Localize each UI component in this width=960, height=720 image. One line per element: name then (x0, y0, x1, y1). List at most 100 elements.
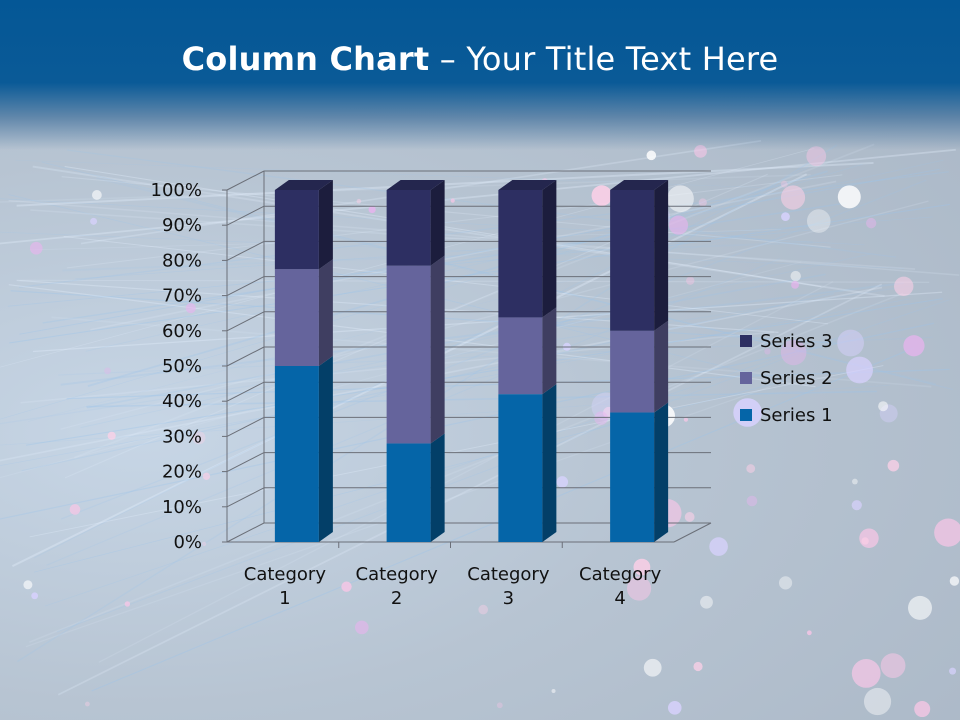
bokeh-dot (107, 431, 116, 440)
legend-swatch (740, 372, 752, 384)
bokeh-dot (894, 276, 914, 297)
legend: Series 3 Series 2 Series 1 (740, 331, 833, 426)
y-tick-labels: 0% 10% 20% 30% 40% 50% 60% 70% 80% 90% 100% (151, 180, 227, 553)
bokeh-dot (861, 537, 869, 545)
bokeh-dot (69, 504, 81, 515)
bar-top (610, 180, 669, 190)
bar-side (318, 180, 333, 270)
streak (9, 203, 950, 344)
x-tick-label-line: Category (579, 564, 662, 585)
legend-label: Series 1 (760, 405, 833, 426)
legend-label: Series 2 (760, 368, 833, 389)
bar-segment (498, 307, 557, 395)
bokeh-dot (104, 367, 111, 375)
bar-segment (274, 180, 333, 270)
x-tick-label-line: Category (356, 564, 439, 585)
bar-front (610, 330, 655, 413)
bar-side (430, 433, 445, 542)
bar-side (430, 180, 445, 266)
bokeh-dot (908, 595, 933, 620)
bokeh-dot (667, 185, 694, 213)
streak (16, 161, 874, 207)
x-tick-label-line: 3 (503, 588, 514, 609)
bar-segment (610, 180, 669, 331)
floor-edge (673, 522, 712, 543)
streak (0, 322, 935, 520)
streak (8, 199, 960, 276)
bar-top (274, 180, 333, 190)
y-tick-label: 60% (162, 321, 202, 342)
streak (41, 161, 954, 390)
x-tick-label-line: 1 (279, 588, 290, 609)
bar-segment (610, 402, 669, 542)
bar-front (274, 366, 319, 542)
bokeh-dot (643, 658, 662, 677)
bar-segment (386, 433, 445, 542)
bar-front (274, 269, 319, 366)
gridline-side (226, 346, 265, 367)
gridline-side (226, 452, 265, 473)
x-tick-label-line: 2 (391, 588, 402, 609)
bokeh-dot (124, 601, 131, 607)
y-tick-label: 40% (162, 391, 202, 412)
streak (32, 291, 943, 353)
y-tick-label: 50% (162, 356, 202, 377)
bar-side (654, 402, 669, 542)
title-bold: Column Chart (181, 40, 430, 78)
bokeh-dot (764, 348, 771, 355)
gridline-side (226, 381, 265, 402)
bar-top (386, 180, 445, 190)
streak (61, 176, 831, 248)
bokeh-dot (341, 581, 352, 592)
streak (60, 200, 929, 430)
bar-top (498, 180, 557, 190)
y-tick-label: 70% (162, 286, 202, 307)
x-tick-label-line: 4 (614, 588, 625, 609)
bar-front (498, 394, 543, 542)
streak (98, 281, 834, 663)
bokeh-dot (698, 198, 707, 207)
bokeh-dot (806, 630, 812, 636)
streak (30, 209, 916, 270)
bar-side (654, 320, 669, 413)
bokeh-dot (846, 356, 873, 384)
bokeh-dot (851, 500, 862, 511)
streak (60, 282, 904, 386)
bar-front (386, 265, 431, 444)
bokeh-dot (496, 702, 503, 709)
streak (29, 292, 904, 643)
legend-item: Series 2 (740, 368, 833, 389)
streak (80, 253, 870, 429)
streak (0, 298, 910, 467)
x-tick-label: Category 2 (356, 564, 439, 609)
streak (66, 174, 843, 269)
legend-swatch (740, 335, 752, 347)
bokeh-dot (780, 339, 807, 366)
bokeh-dot (202, 541, 207, 546)
streak (19, 279, 930, 283)
gridline-side (226, 487, 265, 508)
legend-item: Series 1 (740, 405, 833, 426)
bar-segment (274, 356, 333, 542)
bokeh-dot (865, 217, 877, 229)
bokeh-dot (90, 217, 98, 225)
x-tick-label-line: Category (244, 564, 327, 585)
streak (74, 143, 875, 459)
bokeh-dot (700, 595, 713, 609)
bokeh-dot (626, 576, 652, 601)
y-tick-label: 0% (173, 532, 202, 553)
bars (274, 180, 669, 542)
bokeh-dot (683, 417, 689, 422)
gridline-side (226, 205, 265, 226)
gridline-side (226, 416, 265, 437)
bokeh-dot (878, 401, 889, 412)
bar-side (542, 307, 557, 395)
streak (90, 180, 837, 331)
bokeh-dot (478, 604, 489, 615)
bokeh-dot (791, 280, 799, 289)
bokeh-dot (837, 185, 861, 209)
y-tick-label: 90% (162, 215, 202, 236)
bokeh-dot (851, 659, 881, 688)
